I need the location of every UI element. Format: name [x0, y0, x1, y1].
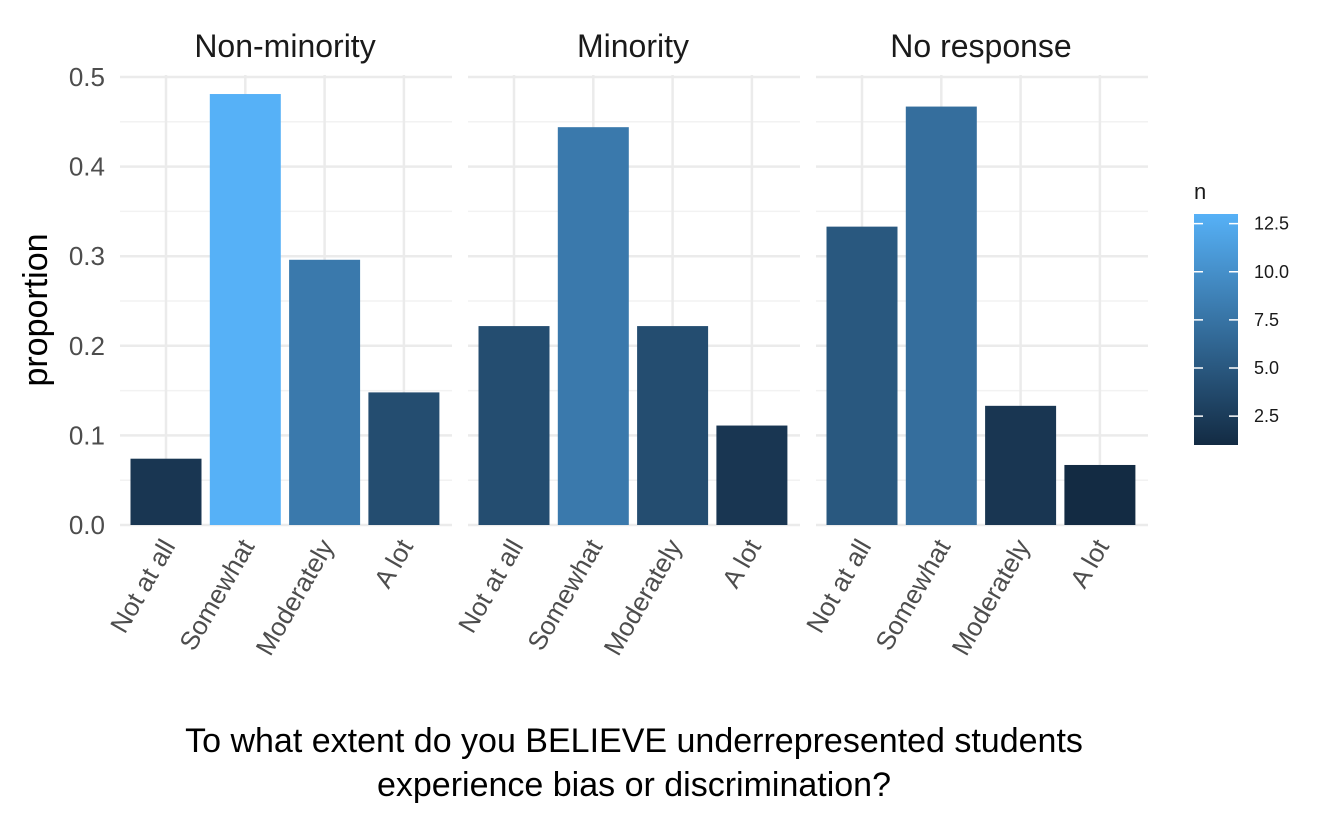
bar-minority-moderately — [637, 326, 709, 525]
bar-non-minority-somewhat — [209, 94, 281, 526]
x-tick-label: Moderately — [946, 534, 1036, 660]
y-tick-label: 0.1 — [69, 420, 105, 450]
x-tick-label: Moderately — [598, 534, 688, 660]
x-tick-label: Somewhat — [173, 533, 261, 655]
x-axis-title-line1: To what extent do you BELIEVE underrepre… — [185, 722, 1083, 760]
legend-tick-label: 7.5 — [1254, 310, 1279, 330]
x-tick-label: Not at all — [452, 534, 529, 638]
x-tick-label: Not at all — [800, 534, 877, 638]
x-tick-label: Somewhat — [521, 533, 609, 655]
facet-title: Minority — [577, 28, 689, 64]
legend-colorbar — [1194, 214, 1238, 445]
bar-no-response-not-at-all — [826, 226, 898, 525]
bar-minority-somewhat — [557, 127, 629, 526]
facet-title: Non-minority — [194, 28, 375, 64]
legend-tick-label: 12.5 — [1254, 214, 1289, 234]
y-tick-label: 0.5 — [69, 62, 105, 92]
y-tick-label: 0.4 — [69, 152, 105, 182]
y-axis-title: proportion — [17, 233, 55, 386]
bar-minority-not-at-all — [478, 326, 550, 525]
bar-non-minority-not-at-all — [130, 458, 202, 525]
x-tick-label: Moderately — [250, 534, 340, 660]
legend-tick-label: 2.5 — [1254, 406, 1279, 426]
x-axis-title-line2: experience bias or discrimination? — [377, 766, 891, 804]
bars — [130, 94, 1136, 526]
x-tick-label: A lot — [716, 533, 768, 592]
x-tick-label: A lot — [368, 533, 420, 592]
legend-tick-label: 10.0 — [1254, 262, 1289, 282]
bar-non-minority-a-lot — [368, 392, 440, 525]
legend: n 2.5 5.0 7.5 10.0 12.5 — [1194, 179, 1289, 445]
x-tick-label: Somewhat — [869, 533, 957, 655]
bar-no-response-somewhat — [905, 106, 977, 526]
bar-minority-a-lot — [716, 425, 788, 525]
y-tick-label: 0.0 — [69, 510, 105, 540]
x-tick-label: Not at all — [104, 534, 181, 638]
bar-no-response-moderately — [985, 405, 1057, 525]
y-tick-label: 0.3 — [69, 241, 105, 271]
legend-title: n — [1194, 179, 1206, 204]
legend-tick-label: 5.0 — [1254, 358, 1279, 378]
bar-no-response-a-lot — [1064, 464, 1136, 525]
legend-ticks: 2.5 5.0 7.5 10.0 12.5 — [1194, 214, 1289, 426]
x-tick-label: A lot — [1064, 533, 1116, 592]
bar-non-minority-moderately — [289, 259, 361, 525]
y-tick-label: 0.2 — [69, 331, 105, 361]
facet-title: No response — [890, 28, 1071, 64]
